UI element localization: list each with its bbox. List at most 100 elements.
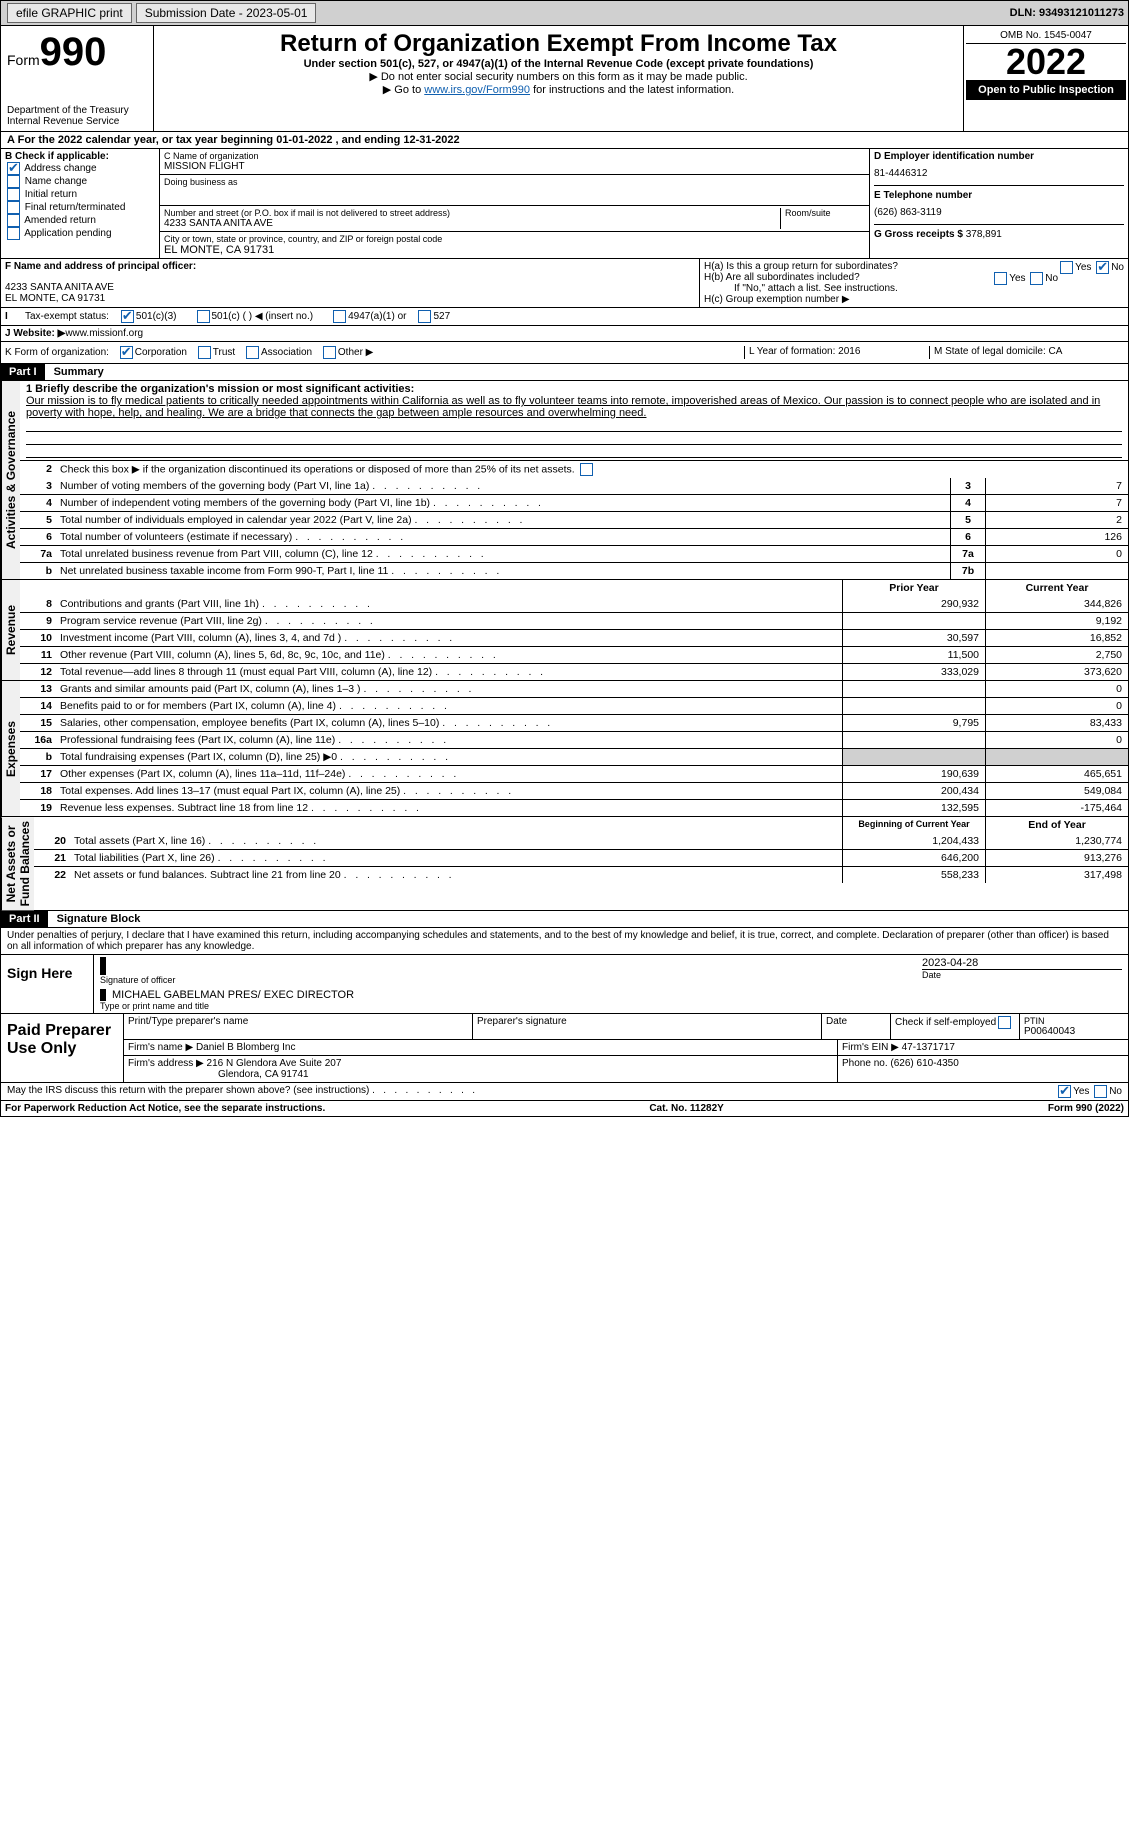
line-text: Total unrelated business revenue from Pa… <box>56 546 950 562</box>
4947-checkbox[interactable] <box>333 310 346 323</box>
line-num: 17 <box>20 766 56 782</box>
line-num: 16a <box>20 732 56 748</box>
b-checkbox-4[interactable] <box>7 214 20 227</box>
firm-addr2: Glendora, CA 91741 <box>128 1069 833 1080</box>
prior-value <box>842 732 985 748</box>
hb-yes-checkbox[interactable] <box>994 272 1007 285</box>
current-value: -175,464 <box>985 800 1128 816</box>
name-title-label: Type or print name and title <box>100 1001 1122 1011</box>
gross-receipts: 378,891 <box>966 229 1002 240</box>
discuss-yes-checkbox[interactable] <box>1058 1085 1071 1098</box>
current-value: 0 <box>985 698 1128 714</box>
b-checkbox-5[interactable] <box>7 227 20 240</box>
b-checkbox-1[interactable] <box>7 175 20 188</box>
current-value: 9,192 <box>985 613 1128 629</box>
line-value: 2 <box>985 512 1128 528</box>
form-subtitle: Under section 501(c), 527, or 4947(a)(1)… <box>162 58 955 70</box>
self-employed-checkbox[interactable] <box>998 1016 1011 1029</box>
part-i-header: Part I Summary <box>0 364 1129 381</box>
irs-link[interactable]: www.irs.gov/Form990 <box>424 84 530 96</box>
line-text: Net assets or fund balances. Subtract li… <box>70 867 842 883</box>
line-num: 10 <box>20 630 56 646</box>
current-value: 16,852 <box>985 630 1128 646</box>
line-text: Total revenue—add lines 8 through 11 (mu… <box>56 664 842 680</box>
expenses-section: Expenses 13Grants and similar amounts pa… <box>0 681 1129 817</box>
501c-checkbox[interactable] <box>197 310 210 323</box>
part-ii-header: Part II Signature Block <box>0 911 1129 928</box>
line-box: 5 <box>950 512 985 528</box>
activities-governance-section: Activities & Governance 1 Briefly descri… <box>0 381 1129 580</box>
line-box: 6 <box>950 529 985 545</box>
line-i: I Tax-exempt status: 501(c)(3) 501(c) ( … <box>0 308 1129 326</box>
line-num: 12 <box>20 664 56 680</box>
assoc-label: Association <box>261 347 312 358</box>
line2-checkbox[interactable] <box>580 463 593 476</box>
current-year-hdr: Current Year <box>985 580 1128 596</box>
no-label: No <box>1109 1087 1122 1098</box>
ha-no-checkbox[interactable] <box>1096 261 1109 274</box>
assoc-checkbox[interactable] <box>246 346 259 359</box>
efile-button[interactable]: efile GRAPHIC print <box>7 3 132 23</box>
501c3-checkbox[interactable] <box>121 310 134 323</box>
line-text: Professional fundraising fees (Part IX, … <box>56 732 842 748</box>
line-box: 3 <box>950 478 985 494</box>
other-checkbox[interactable] <box>323 346 336 359</box>
form-page-label: Form 990 (2022) <box>1048 1103 1124 1114</box>
line-box: 7b <box>950 563 985 579</box>
no-label: No <box>1045 273 1058 284</box>
ha-yes-checkbox[interactable] <box>1060 261 1073 274</box>
ein-value: 81-4446312 <box>874 162 1124 185</box>
part-i-badge: Part I <box>1 364 45 380</box>
line-text: Total fundraising expenses (Part IX, col… <box>56 749 842 765</box>
firm-addr-label: Firm's address ▶ <box>128 1058 204 1069</box>
room-label: Room/suite <box>785 208 865 218</box>
may-irs-discuss: May the IRS discuss this return with the… <box>0 1083 1129 1101</box>
trust-checkbox[interactable] <box>198 346 211 359</box>
dept-label: Department of the Treasury Internal Reve… <box>7 105 147 127</box>
line-num: 3 <box>20 478 56 494</box>
line-text: Total expenses. Add lines 13–17 (must eq… <box>56 783 842 799</box>
line-num: 20 <box>34 833 70 849</box>
state-domicile: CA <box>1049 346 1063 357</box>
527-checkbox[interactable] <box>418 310 431 323</box>
discuss-no-checkbox[interactable] <box>1094 1085 1107 1098</box>
sign-here-label: Sign Here <box>1 955 94 1013</box>
hc-label: H(c) Group exemption number ▶ <box>704 294 1124 305</box>
hb-no-checkbox[interactable] <box>1030 272 1043 285</box>
page-footer: For Paperwork Reduction Act Notice, see … <box>0 1101 1129 1117</box>
4947-label: 4947(a)(1) or <box>348 311 406 322</box>
line-text: Total liabilities (Part X, line 26) <box>70 850 842 866</box>
line-text: Program service revenue (Part VIII, line… <box>56 613 842 629</box>
b-checkbox-2[interactable] <box>7 188 20 201</box>
current-value: 549,084 <box>985 783 1128 799</box>
line-j: J Website: ▶ www.missionf.org <box>0 326 1129 342</box>
line-num: 21 <box>34 850 70 866</box>
prior-value: 1,204,433 <box>842 833 985 849</box>
b-checkbox-0[interactable] <box>7 162 20 175</box>
e-label: E Telephone number <box>874 185 1124 201</box>
trust-label: Trust <box>213 347 235 358</box>
goto-prefix: ▶ Go to <box>383 84 424 96</box>
preparer-sig-hdr: Preparer's signature <box>473 1014 822 1039</box>
yes-label: Yes <box>1075 262 1091 273</box>
begin-year-hdr: Beginning of Current Year <box>842 817 985 833</box>
col-deg: D Employer identification number 81-4446… <box>869 149 1128 258</box>
prior-value <box>842 698 985 714</box>
line-num: 8 <box>20 596 56 612</box>
revenue-tab: Revenue <box>1 580 20 680</box>
hb-label: H(b) Are all subordinates included? <box>704 272 860 283</box>
line-value: 126 <box>985 529 1128 545</box>
line-value <box>985 563 1128 579</box>
submission-date-button[interactable]: Submission Date - 2023-05-01 <box>136 3 317 23</box>
city-value: EL MONTE, CA 91731 <box>164 244 865 256</box>
section-bcdefg: B Check if applicable: Address change Na… <box>0 149 1129 259</box>
current-value: 0 <box>985 681 1128 697</box>
current-value: 0 <box>985 732 1128 748</box>
line-text: Number of voting members of the governin… <box>56 478 950 494</box>
line-num: 9 <box>20 613 56 629</box>
line-text: Number of independent voting members of … <box>56 495 950 511</box>
current-value: 1,230,774 <box>985 833 1128 849</box>
corp-checkbox[interactable] <box>120 346 133 359</box>
line-text: Benefits paid to or for members (Part IX… <box>56 698 842 714</box>
b-checkbox-3[interactable] <box>7 201 20 214</box>
